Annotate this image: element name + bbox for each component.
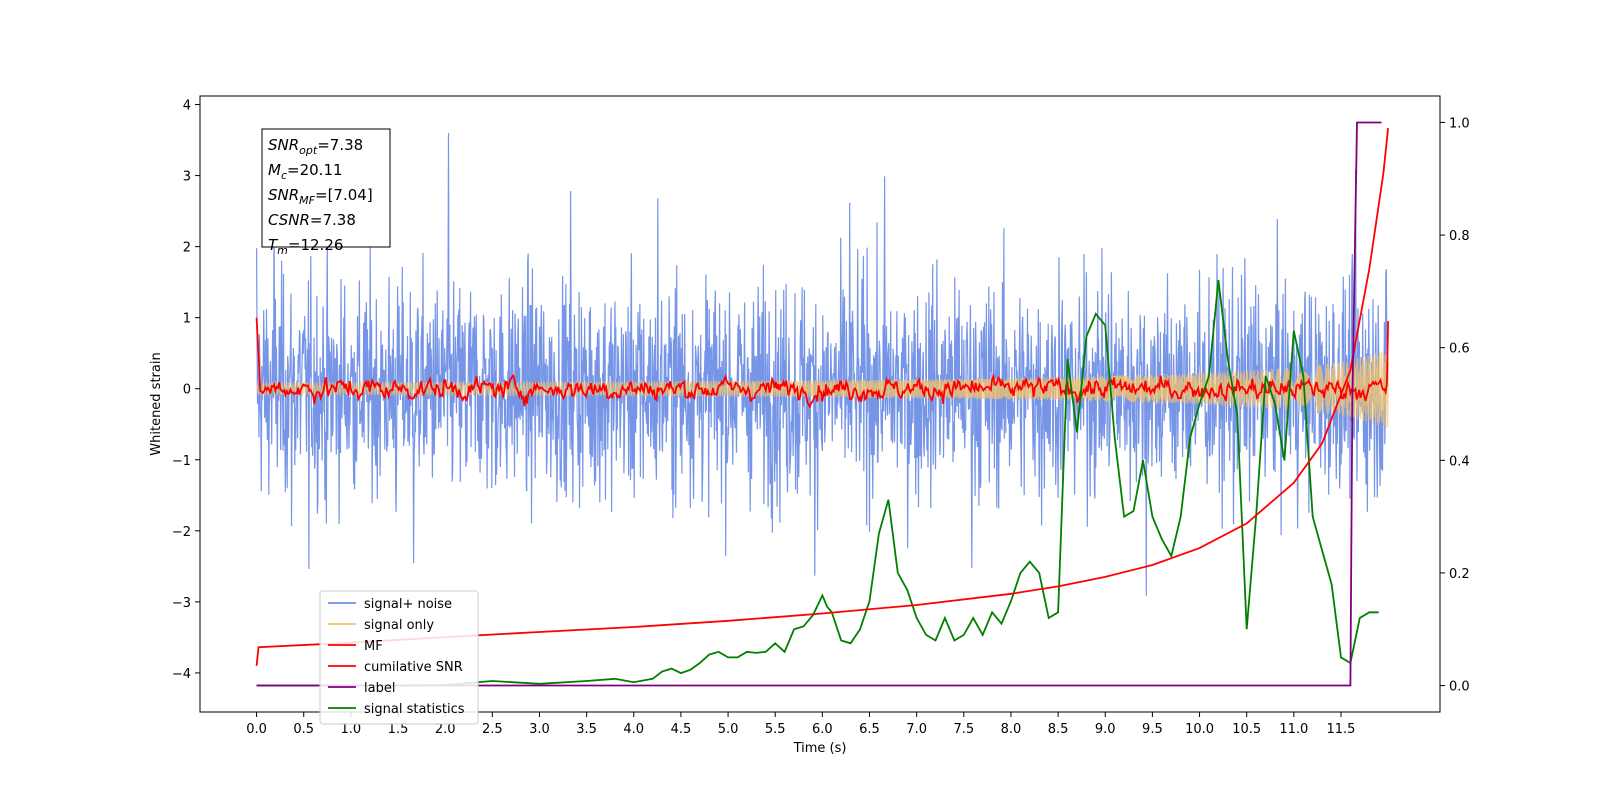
y-axis-label: Whitened strain [149, 352, 164, 455]
legend-label: signal+ noise [364, 597, 452, 612]
legend-label: signal statistics [364, 702, 465, 717]
annotation-line: SNRopt=7.38 [268, 136, 363, 157]
y2-tick-label: 1.0 [1449, 116, 1470, 131]
x-tick-label: 8.0 [1001, 722, 1022, 737]
x-tick-label: 3.0 [529, 722, 550, 737]
x-tick-label: 5.5 [765, 722, 786, 737]
x-tick-label: 2.5 [482, 722, 503, 737]
x-tick-label: 9.0 [1095, 722, 1116, 737]
x-tick-label: 5.0 [718, 722, 739, 737]
y-tick-label: 0 [183, 383, 191, 398]
annotation-line: SNRMF=[7.04] [268, 186, 373, 207]
series-label [256, 121, 1382, 687]
annotation-line: Tm=12.26 [268, 236, 343, 257]
legend-label: cumilative SNR [364, 660, 463, 675]
x-tick-label: 3.5 [576, 722, 597, 737]
x-tick-label: 10.5 [1232, 722, 1261, 737]
series-mf [255, 317, 1389, 409]
y2-tick-label: 0.4 [1449, 454, 1470, 469]
y-tick-label: 2 [183, 241, 191, 256]
x-tick-label: 4.5 [671, 722, 692, 737]
y-tick-label: −1 [172, 454, 191, 469]
legend: signal+ noise signal only MF cumilative SNR… [319, 590, 479, 725]
x-tick-label: 8.5 [1048, 722, 1069, 737]
x-axis: 0.0 0.5 1.0 1.5 2.0 2.5 3.0 3.5 4.0 4.5 5.0 5.5 6.0 6… [246, 712, 1355, 737]
y2-tick-label: 0.0 [1449, 680, 1470, 695]
y-axis-right: 0.0 0.2 0.4 0.6 0.8 1.0 [1440, 116, 1470, 695]
x-tick-label: 9.5 [1142, 722, 1163, 737]
y-tick-label: −4 [172, 667, 191, 682]
x-tick-label: 7.0 [906, 722, 927, 737]
annotation-line: Mc=20.11 [268, 161, 343, 182]
y2-tick-label: 0.6 [1449, 342, 1470, 357]
x-tick-label: 11.0 [1279, 722, 1308, 737]
legend-label: label [364, 681, 395, 696]
series-signal-statistics [256, 279, 1379, 687]
series-signal-noise [256, 132, 1389, 596]
axes-frame [199, 95, 1441, 713]
x-tick-label: 1.0 [341, 722, 362, 737]
y-tick-label: −2 [172, 525, 191, 540]
y-tick-label: 3 [183, 170, 191, 185]
x-tick-label: 0.0 [246, 722, 267, 737]
annotation-frame [261, 128, 391, 248]
y2-tick-label: 0.8 [1449, 229, 1470, 244]
x-tick-label: 10.0 [1185, 722, 1214, 737]
x-tick-label: 0.5 [293, 722, 314, 737]
legend-label: signal only [364, 618, 434, 633]
x-tick-label: 1.5 [388, 722, 409, 737]
y-tick-label: −3 [172, 596, 191, 611]
y2-tick-label: 0.2 [1449, 567, 1470, 582]
plot-area [255, 121, 1389, 687]
x-tick-label: 6.5 [859, 722, 880, 737]
x-axis-label: Time (s) [793, 741, 847, 756]
annotation-box: SNRopt=7.38 Mc=20.11 SNRMF=[7.04] CSNR=7.38… [261, 128, 391, 257]
x-tick-label: 11.5 [1327, 722, 1356, 737]
x-tick-label: 6.0 [812, 722, 833, 737]
y-tick-label: 1 [183, 312, 191, 327]
legend-label: MF [364, 639, 383, 654]
y-axis-left: −4 −3 −2 −1 0 1 2 3 4 [172, 99, 200, 682]
x-tick-label: 4.0 [623, 722, 644, 737]
annotation-line: CSNR=7.38 [268, 211, 356, 229]
x-tick-label: 7.5 [953, 722, 974, 737]
legend-frame [319, 590, 479, 725]
x-tick-label: 2.0 [435, 722, 456, 737]
y-tick-label: 4 [183, 99, 191, 114]
